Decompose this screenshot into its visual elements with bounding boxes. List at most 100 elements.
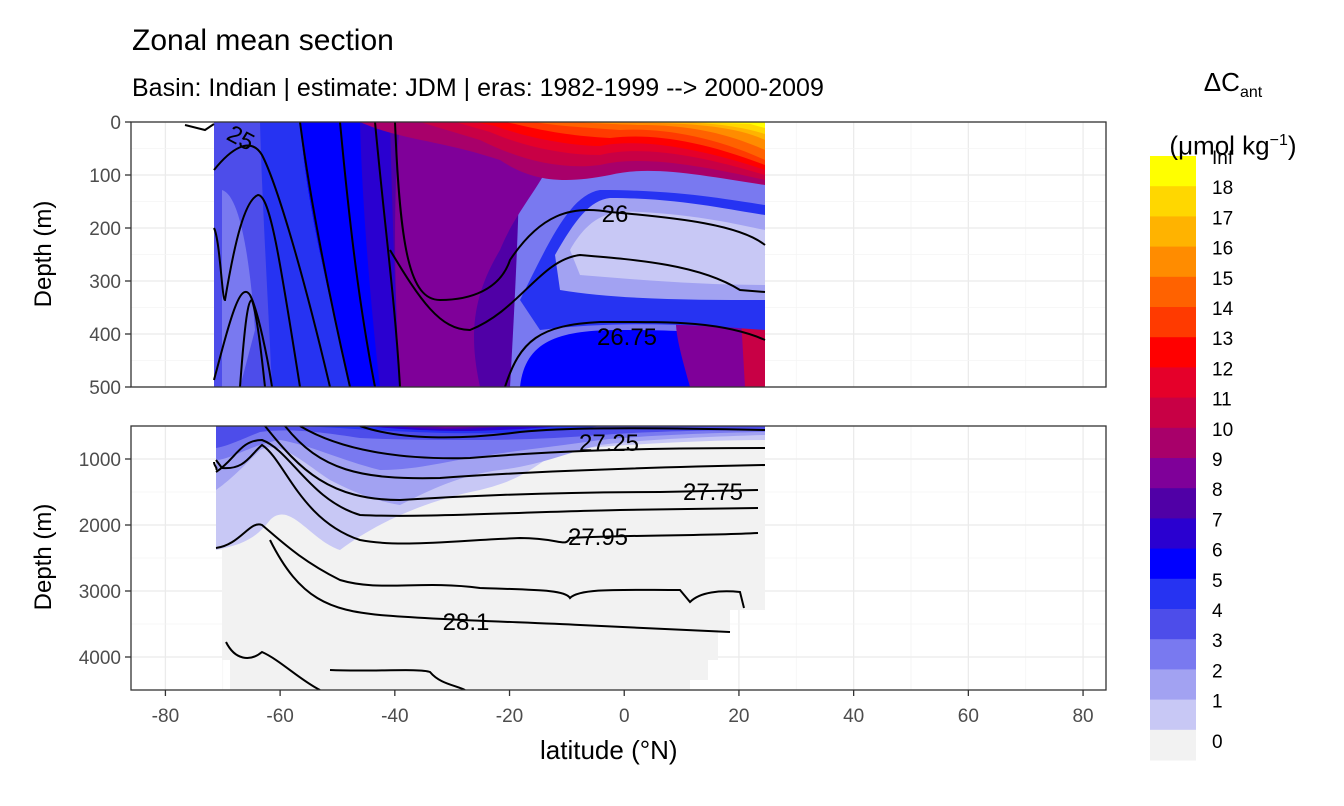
legend-label: 5 [1212,571,1223,592]
density-contour [215,523,745,609]
x-tick-label: -20 [496,706,523,727]
legend-units-end: ) [1287,130,1297,161]
density-contour [329,669,466,690]
legend-title-main: ΔC [1203,67,1240,97]
density-contour [225,641,321,690]
legend-label: 9 [1212,450,1223,471]
legend-label: 8 [1212,480,1223,501]
x-tick-label: 80 [1072,706,1093,727]
lower-panel-border [130,425,1107,691]
legend-label: 2 [1212,661,1223,682]
x-tick-label: 40 [843,706,864,727]
density-label: 26.75 [597,324,657,351]
x-tick-label: 60 [958,706,979,727]
legend-label: 4 [1212,601,1223,622]
y-tick-label: 200 [89,219,121,240]
legend-label: 13 [1212,329,1233,350]
y-tick-label: 100 [89,166,121,187]
legend-label: 11 [1212,390,1232,411]
x-axis-label: latitude (°N) [540,735,678,765]
legend-label: 14 [1212,299,1234,320]
y-tick-label: 500 [89,378,121,399]
legend-label: 10 [1212,420,1233,441]
x-tick-label: -80 [152,706,179,727]
legend-swatch [1150,216,1196,248]
legend-swatch [1150,518,1196,550]
legend-swatch [1150,458,1196,489]
y-tick-label: 0 [110,113,121,134]
lower-density-labels: 27.25 27.75 27.95 28.1 [443,430,743,636]
density-contour [299,122,351,387]
density-contour [239,298,266,387]
density-contour [215,438,759,517]
fill-region [570,211,765,285]
density-contour [359,426,766,439]
legend-label: 1 [1212,692,1223,713]
legend-swatch [1150,427,1196,459]
density-contour [213,461,218,471]
density-contour [213,290,273,387]
density-contour [221,443,759,545]
legend-label: 17 [1212,208,1233,229]
legend-swatch [1150,548,1196,580]
legend-swatch [1150,246,1196,278]
legend-swatch [1150,669,1196,701]
fill-region [216,426,765,470]
fill-region [216,426,765,448]
fill-region [395,122,560,387]
density-contour [215,459,223,469]
y-tick-label: 400 [89,325,121,346]
fill-region [660,122,765,134]
legend-swatch [1150,156,1196,187]
lower-panel: 27.25 27.75 27.95 28.1 1000 2000 3000 4000 [79,425,1107,691]
legend-swatch [1150,397,1196,429]
density-label: 26 [602,201,629,228]
legend-swatch [1150,337,1196,368]
y-tick-label: 2000 [79,516,121,537]
chart-title: Zonal mean section [132,24,394,57]
y-tick-label: 1000 [79,450,121,471]
lower-density-contours [213,426,766,690]
density-label: 27.95 [568,524,628,551]
x-axis: -80 -60 -40 -20 0 20 40 60 80 [152,690,1094,727]
legend-label: 6 [1212,541,1223,562]
chart-subtitle: Basin: Indian | estimate: JDM | eras: 19… [132,74,824,102]
density-contour [394,122,766,302]
density-label: 27.25 [579,430,639,457]
legend-swatch [1150,609,1196,640]
density-label: 28.1 [443,609,490,636]
density-label: 27.75 [683,479,743,506]
fill-region [620,122,765,140]
density-contour [284,426,766,480]
legend-units-superscript: −1 [1269,132,1288,150]
legend-title-variable: ΔCant [1148,58,1318,117]
upper-density-contours [184,122,766,387]
legend-swatch [1150,367,1196,399]
legend-swatch [1150,276,1196,308]
fill-region [222,190,255,387]
density-contour [213,144,331,387]
lower-fill [213,426,766,690]
legend-label: 12 [1212,359,1233,380]
x-tick-label: 20 [728,706,749,727]
legend-swatch [1150,699,1196,731]
legend-swatch [1150,639,1196,670]
density-contour [269,539,731,633]
legend-swatch [1150,488,1196,519]
density-contour [184,123,215,132]
legend-title: ΔCant (μmol kg−1) [1148,58,1318,170]
x-tick-label: -60 [266,706,293,727]
upper-fill [184,122,766,387]
y-tick-label: 3000 [79,582,121,603]
legend-label: 18 [1212,178,1233,199]
legend-swatch [1150,307,1196,338]
legend-label: Inf [1212,148,1234,169]
legend-swatch [1150,186,1196,217]
density-contour [299,426,766,460]
legend-swatch [1150,578,1196,610]
density-contour [504,320,766,387]
density-contour [374,122,401,387]
